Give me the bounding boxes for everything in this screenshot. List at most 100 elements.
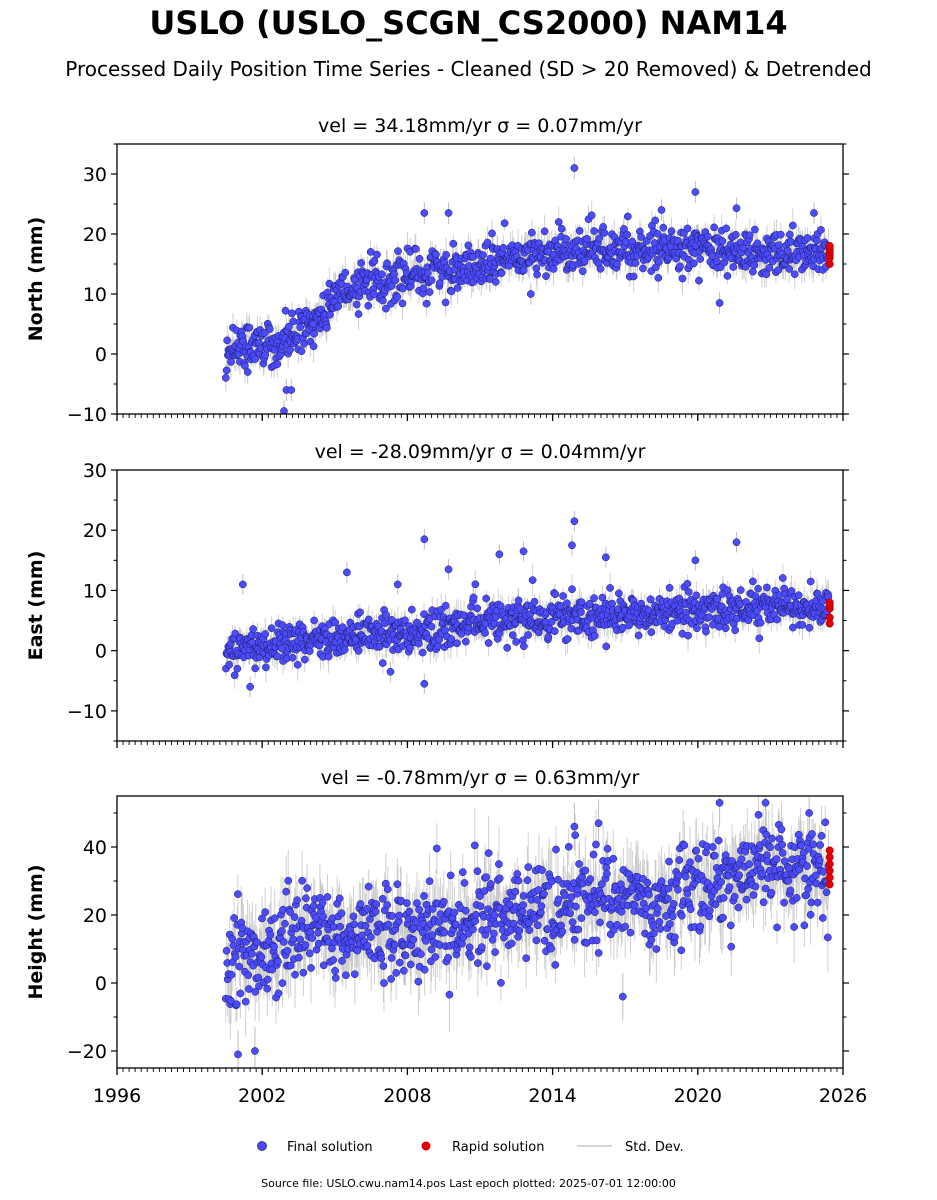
- final-point: [602, 642, 611, 651]
- chart-panels: vel = 34.18mm/yr σ = 0.07mm/yr North (mm)…: [25, 115, 867, 1107]
- final-point: [691, 556, 700, 565]
- y-tick-label: −10: [67, 404, 107, 426]
- final-point: [411, 245, 420, 253]
- final-point: [657, 206, 666, 214]
- final-point: [702, 627, 710, 636]
- final-point: [289, 317, 298, 326]
- final-point: [364, 615, 373, 624]
- y-tick-label: 20: [83, 224, 107, 246]
- final-point: [559, 592, 567, 600]
- final-point: [587, 211, 596, 220]
- final-point: [554, 218, 563, 226]
- final-point: [261, 630, 270, 638]
- chart-title: USLO (USLO_SCGN_CS2000) NAM14: [149, 4, 788, 42]
- final-point: [471, 580, 480, 589]
- final-point: [484, 639, 493, 647]
- final-point: [354, 310, 363, 318]
- final-point: [739, 243, 748, 252]
- final-point: [265, 325, 274, 333]
- final-point: [434, 642, 442, 650]
- final-point: [378, 270, 386, 279]
- final-point: [423, 269, 432, 277]
- final-point: [503, 643, 512, 652]
- final-point: [391, 276, 400, 285]
- final-point: [575, 227, 584, 235]
- final-point: [267, 624, 276, 633]
- final-point: [556, 602, 565, 610]
- y-axis: −10 0 10 20 30: [67, 460, 849, 742]
- final-point: [357, 259, 365, 267]
- final-point: [692, 591, 701, 600]
- final-point: [629, 272, 638, 281]
- final-point: [789, 623, 797, 632]
- x-axis: [116, 414, 844, 421]
- final-point: [322, 324, 331, 332]
- final-point: [751, 225, 759, 234]
- plot-area: [221, 796, 834, 1068]
- final-point: [479, 251, 487, 260]
- final-point: [441, 298, 450, 307]
- final-point: [453, 284, 462, 292]
- final-point: [447, 287, 456, 296]
- final-point: [305, 647, 314, 655]
- final-point: [583, 235, 591, 243]
- final-point: [651, 216, 660, 225]
- final-point: [300, 339, 308, 348]
- final-point: [482, 594, 491, 603]
- final-point: [806, 577, 815, 586]
- final-point: [547, 617, 556, 626]
- final-point: [783, 246, 792, 255]
- final-point: [447, 635, 456, 643]
- final-point: [382, 304, 390, 313]
- final-point: [810, 209, 818, 217]
- final-point: [238, 580, 247, 589]
- final-point: [309, 320, 317, 328]
- final-point: [378, 296, 387, 305]
- rapid-point: [825, 613, 834, 622]
- final-point: [420, 209, 429, 217]
- final-point: [577, 608, 585, 616]
- final-point: [508, 631, 517, 640]
- final-point: [310, 329, 318, 338]
- final-point: [794, 591, 803, 600]
- final-point: [393, 293, 402, 301]
- panel-2: vel = -28.09mm/yr σ = 0.04mm/yr East (mm)…: [25, 441, 849, 748]
- final-point: [528, 576, 537, 584]
- final-point: [754, 584, 762, 593]
- final-point: [623, 230, 632, 239]
- final-point: [683, 580, 692, 588]
- final-point: [499, 243, 508, 252]
- rapid-point: [825, 241, 834, 250]
- final-point: [386, 667, 395, 676]
- final-point: [600, 229, 609, 237]
- final-point: [243, 368, 252, 376]
- final-point: [422, 299, 431, 308]
- final-point: [444, 209, 453, 217]
- y-tick-label: 20: [83, 520, 107, 542]
- final-point: [731, 626, 739, 635]
- final-point: [749, 267, 757, 276]
- final-point: [749, 577, 757, 586]
- final-point: [287, 386, 296, 394]
- final-point: [526, 290, 535, 298]
- y-tick-label: 30: [83, 164, 107, 186]
- final-point: [580, 256, 589, 265]
- final-point: [715, 299, 724, 307]
- final-point: [803, 234, 812, 242]
- final-point: [736, 586, 745, 594]
- final-solution-points: [221, 164, 833, 414]
- chart-subtitle: Processed Daily Position Time Series - C…: [65, 57, 872, 81]
- final-point: [519, 642, 528, 651]
- final-point: [251, 664, 260, 673]
- final-point: [249, 625, 257, 633]
- final-point: [723, 272, 732, 280]
- plot-area: [221, 157, 834, 414]
- final-point: [444, 565, 453, 574]
- final-point: [512, 638, 521, 646]
- final-point: [683, 224, 692, 233]
- final-point: [324, 652, 333, 661]
- final-point: [722, 224, 731, 233]
- final-point: [805, 623, 814, 632]
- final-point: [338, 623, 347, 632]
